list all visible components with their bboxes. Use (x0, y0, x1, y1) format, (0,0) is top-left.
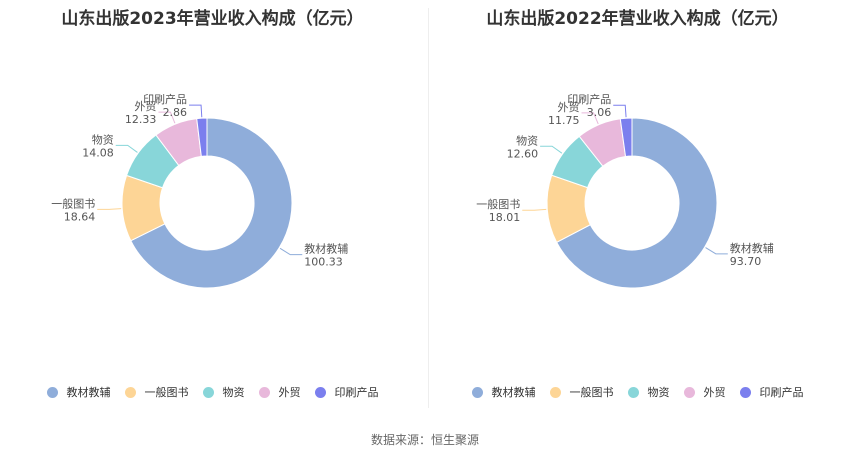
legend-swatch-icon (627, 386, 639, 398)
donut-slice[interactable] (196, 117, 208, 157)
legend-label: 教材教辅 (66, 386, 111, 399)
legend-swatch-icon (202, 386, 214, 398)
legend-swatch-icon (258, 386, 270, 398)
chart-panel-2022: 山东出版2022年营业收入构成（亿元） 教材教辅 93.70 一般图书 18.01 物资… (425, 0, 850, 430)
legend-label: 一般图书 (144, 386, 189, 399)
label-leader-line (189, 104, 203, 118)
legend-item[interactable]: 印刷产品 (739, 384, 804, 400)
slice-category-label: 教材教辅 (304, 242, 348, 256)
slice-value-label: 2.86 (163, 106, 188, 119)
legend-item[interactable]: 物资 (627, 384, 670, 400)
chart-panel-2023: 山东出版2023年营业收入构成（亿元） 教材教辅 100.33 一般图书 18.64 物… (0, 0, 425, 430)
legend-label: 印刷产品 (759, 386, 804, 399)
donut-slice[interactable] (130, 117, 293, 289)
legend-swatch-icon (549, 386, 561, 398)
legend-label: 教材教辅 (491, 386, 536, 399)
legend-label: 一般图书 (569, 386, 614, 399)
legend-label: 外贸 (703, 386, 726, 399)
legend-item[interactable]: 教材教辅 (471, 384, 536, 400)
slice-value-label: 12.60 (507, 147, 539, 160)
legend-swatch-icon (471, 386, 483, 398)
legend-swatch-icon (124, 386, 136, 398)
slice-category-label: 一般图书 (51, 197, 95, 210)
chart-title: 山东出版2022年营业收入构成（亿元） (486, 9, 789, 29)
label-leader-line (705, 247, 728, 255)
legend-label: 外贸 (278, 386, 301, 399)
label-leader-line (115, 144, 138, 153)
data-source: 数据来源：恒生聚源 (370, 433, 479, 447)
label-leader-line (158, 111, 176, 124)
legend-item[interactable]: 印刷产品 (314, 384, 379, 400)
slice-category-label: 物资 (92, 132, 114, 146)
slice-category-label: 物资 (516, 133, 538, 147)
legend: 教材教辅 一般图书 物资 外贸 印刷产品 (0, 384, 425, 400)
slice-category-label: 印刷产品 (567, 92, 611, 106)
slice-category-label: 印刷产品 (143, 92, 187, 106)
slice-value-label: 12.33 (125, 113, 157, 126)
legend: 教材教辅 一般图书 物资 外贸 印刷产品 (425, 384, 850, 400)
slice-value-label: 14.08 (82, 146, 114, 159)
label-leader-line (522, 208, 547, 211)
slice-value-label: 18.64 (64, 210, 96, 223)
slice-value-label: 100.33 (304, 256, 343, 269)
legend-swatch-icon (46, 386, 58, 398)
slice-category-label: 外贸 (134, 100, 156, 113)
panel-divider (428, 8, 429, 408)
legend-item[interactable]: 教材教辅 (46, 384, 111, 400)
label-leader-line (97, 208, 122, 210)
label-leader-line (540, 145, 563, 154)
donut-slice[interactable] (555, 117, 718, 289)
legend-item[interactable]: 一般图书 (124, 384, 189, 400)
legend-item[interactable]: 外贸 (683, 384, 726, 400)
legend-label: 物资 (222, 386, 245, 399)
label-leader-line (613, 104, 627, 118)
slice-value-label: 93.70 (730, 255, 762, 268)
legend-swatch-icon (683, 386, 695, 398)
legend-swatch-icon (739, 386, 751, 398)
legend-item[interactable]: 一般图书 (549, 384, 614, 400)
legend-label: 印刷产品 (334, 386, 379, 399)
slice-category-label: 外贸 (558, 101, 580, 114)
chart-title: 山东出版2023年营业收入构成（亿元） (61, 9, 364, 29)
slice-category-label: 一般图书 (476, 198, 520, 211)
legend-item[interactable]: 外贸 (258, 384, 301, 400)
legend-label: 物资 (647, 386, 670, 399)
slice-value-label: 11.75 (548, 114, 580, 127)
label-leader-line (581, 112, 599, 125)
slice-category-label: 教材教辅 (730, 241, 774, 255)
slice-value-label: 18.01 (489, 211, 521, 224)
label-leader-line (279, 247, 303, 256)
legend-item[interactable]: 物资 (202, 384, 245, 400)
donut-slice[interactable] (619, 117, 633, 158)
legend-swatch-icon (314, 386, 326, 398)
slice-value-label: 3.06 (587, 106, 612, 119)
